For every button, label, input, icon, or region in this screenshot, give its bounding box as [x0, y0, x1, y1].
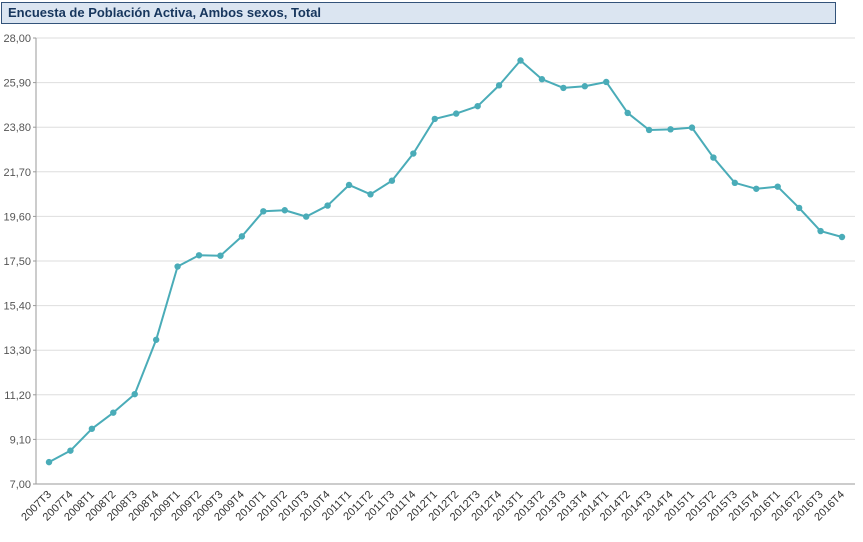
- y-axis-tick-label: 25,90: [3, 78, 31, 90]
- y-axis-tick-label: 15,40: [3, 301, 31, 313]
- data-point: [538, 76, 546, 83]
- data-point: [195, 252, 203, 259]
- data-point: [324, 202, 331, 209]
- y-axis-tick-label: 13,30: [3, 345, 31, 357]
- y-axis-tick-label: 21,70: [3, 167, 31, 179]
- data-point: [152, 336, 160, 343]
- data-point: [367, 191, 374, 198]
- data-point: [67, 447, 74, 454]
- data-point: [710, 154, 717, 161]
- data-point: [795, 204, 803, 212]
- data-point: [495, 82, 503, 89]
- data-point: [753, 185, 760, 192]
- line-series: [48, 59, 843, 464]
- y-axis-tick-label: 17,50: [3, 256, 31, 268]
- data-point: [645, 126, 653, 134]
- data-point: [431, 115, 438, 123]
- data-point: [817, 227, 824, 235]
- data-point: [88, 425, 96, 432]
- data-point: [302, 213, 310, 220]
- y-axis-tick-label: 28,00: [3, 33, 31, 45]
- data-point: [667, 126, 674, 133]
- data-point: [174, 263, 181, 270]
- y-axis-tick-label: 9,10: [10, 434, 31, 446]
- data-point: [238, 233, 246, 240]
- data-point: [624, 109, 631, 117]
- data-point: [410, 150, 417, 157]
- y-axis-tick-label: 7,00: [10, 479, 31, 491]
- data-point: [110, 409, 117, 416]
- y-axis-tick-label: 11,20: [4, 390, 31, 402]
- data-point: [281, 207, 288, 214]
- line-chart-canvas: 7,00 9,10 11,20 13,30 15,40 17,50 19,60 21,70 23…: [3, 33, 855, 524]
- chart-title: Encuesta de Población Activa, Ambos sexo…: [1, 2, 836, 24]
- y-axis-tick-label: 23,80: [3, 122, 31, 134]
- y-axis-tick-label: 19,60: [3, 211, 31, 223]
- data-point: [731, 179, 739, 187]
- data-point: [838, 233, 846, 241]
- data-point: [345, 181, 353, 189]
- data-point: [603, 78, 610, 86]
- data-point: [688, 124, 696, 131]
- data-point: [581, 83, 589, 90]
- data-point: [260, 208, 267, 215]
- data-point: [517, 57, 524, 64]
- data-point: [560, 84, 567, 92]
- data-point: [388, 177, 396, 184]
- data-point: [474, 102, 481, 110]
- data-point: [217, 252, 224, 259]
- data-point: [131, 390, 138, 398]
- data-point: [45, 458, 53, 466]
- data-point: [774, 183, 781, 190]
- data-point: [453, 110, 460, 117]
